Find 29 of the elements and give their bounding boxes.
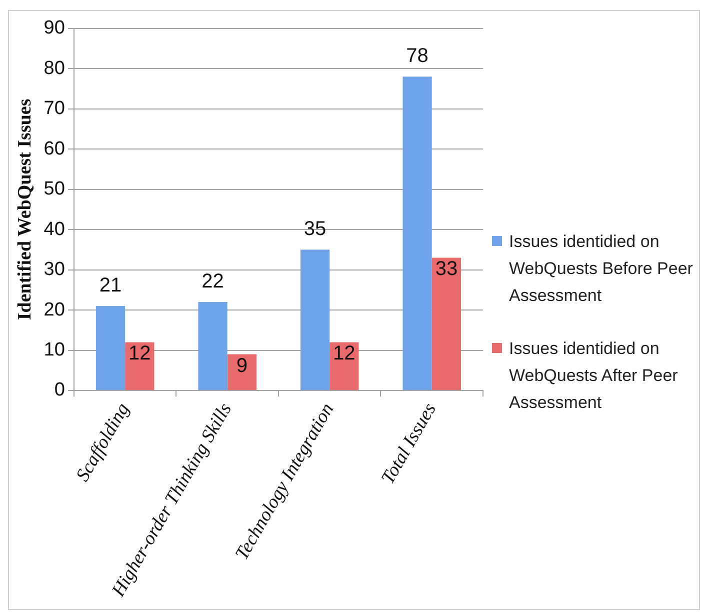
y-tick-label: 80 — [44, 58, 65, 79]
bar — [125, 342, 154, 390]
bar — [198, 302, 228, 390]
legend-label: Issues identidied on WebQuests After Peer Assessment — [509, 338, 679, 414]
y-tick-label: 10 — [44, 340, 65, 360]
y-axis-title: Identified WebQuest Issues — [14, 98, 36, 320]
bar — [402, 76, 432, 390]
y-tick-label: 20 — [44, 299, 65, 320]
y-tick-label: 0 — [54, 380, 65, 401]
y-tick-label: 70 — [44, 98, 65, 120]
legend-label: Issues identidied on WebQuests Before Peer Assessment — [509, 231, 694, 307]
bar — [432, 258, 462, 390]
data-label: 21 — [99, 274, 122, 297]
y-tick-label: 30 — [44, 259, 65, 280]
data-label: 78 — [406, 45, 428, 68]
bar — [96, 306, 126, 390]
data-label: 35 — [304, 218, 326, 240]
y-tick-label: 60 — [44, 138, 65, 160]
y-tick-label: 50 — [44, 178, 65, 200]
data-label: 12 — [333, 342, 356, 365]
data-label: 9 — [236, 354, 248, 377]
data-label: 22 — [202, 270, 224, 292]
data-label: 12 — [128, 342, 151, 365]
bar — [300, 250, 330, 390]
y-tick-label: 90 — [44, 18, 65, 39]
bar — [330, 342, 359, 390]
bar — [227, 354, 256, 390]
data-label: 33 — [435, 258, 458, 280]
y-tick-label: 40 — [44, 218, 65, 240]
